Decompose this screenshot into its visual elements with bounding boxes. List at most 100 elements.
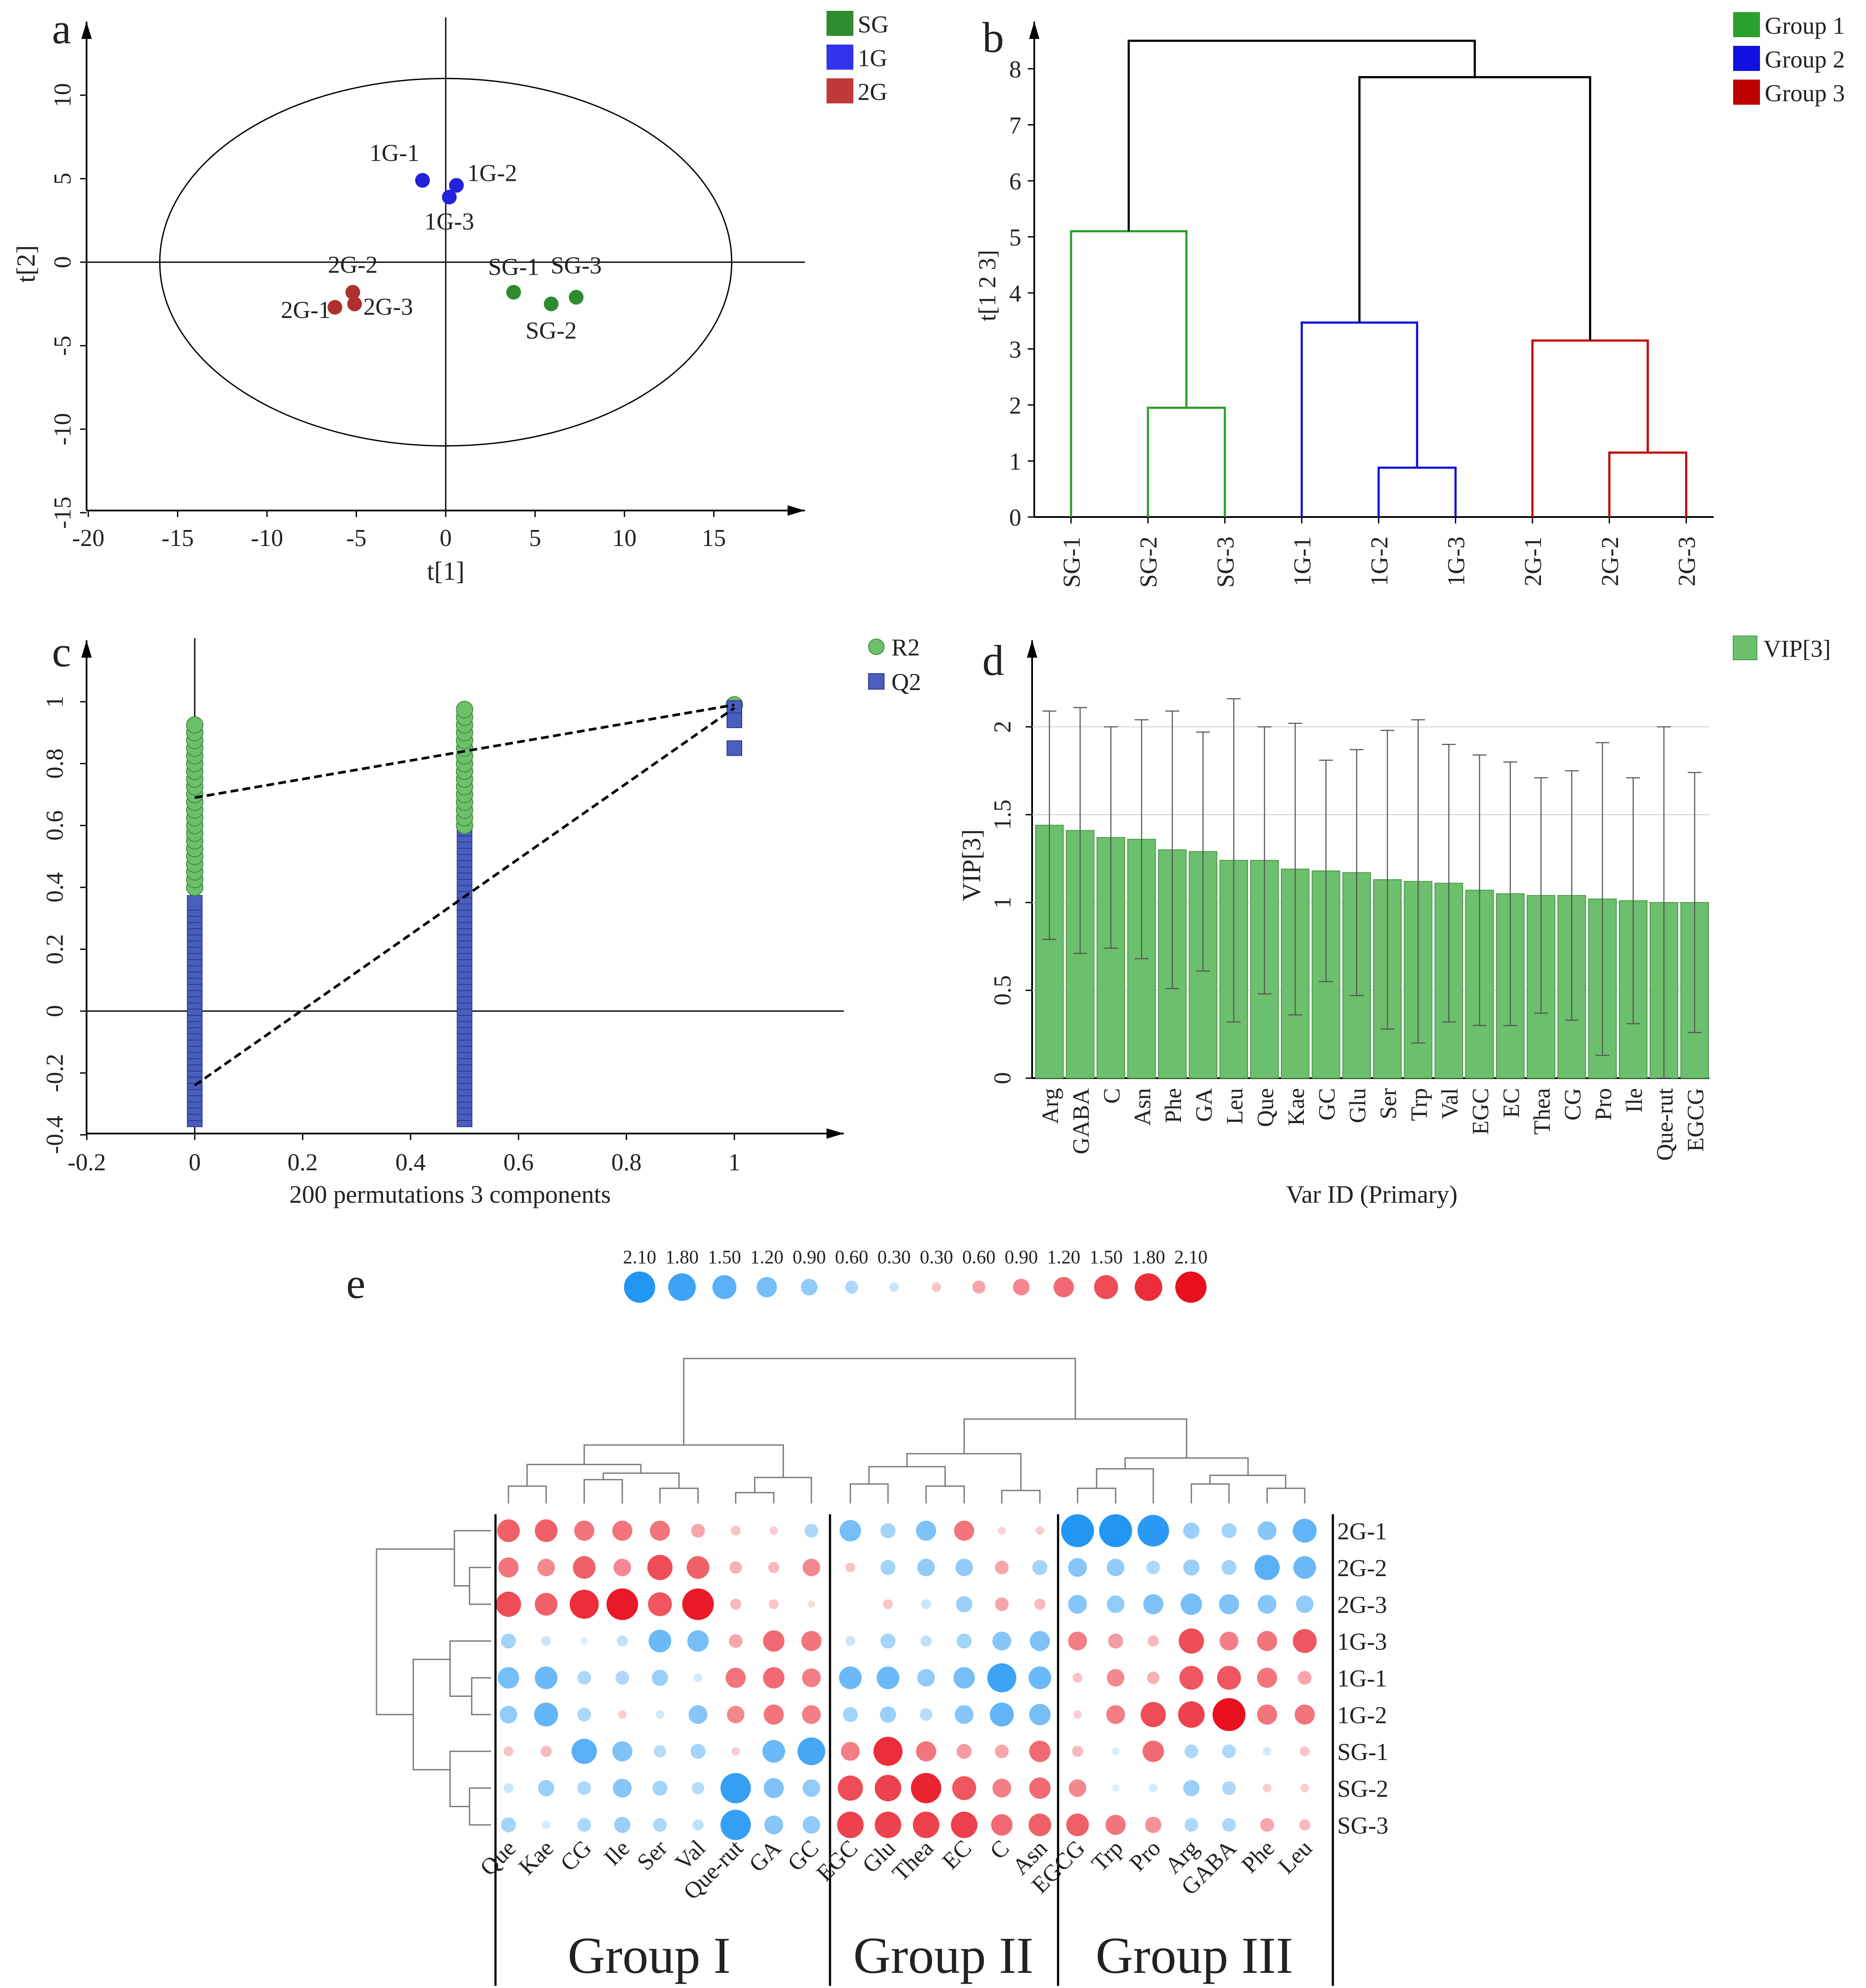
heatmap-bubble bbox=[875, 1811, 901, 1838]
heatmap-bubble bbox=[1112, 1747, 1120, 1755]
heatmap-bubble bbox=[1296, 1595, 1314, 1613]
heatmap-bubble bbox=[1260, 1818, 1274, 1832]
panel-label-a: a bbox=[52, 5, 71, 53]
point-label: 1G-2 bbox=[467, 160, 517, 186]
heatmap-bubble bbox=[1294, 1704, 1315, 1725]
heatmap-bubble bbox=[920, 1708, 933, 1721]
heatmap-bubble bbox=[1149, 1784, 1158, 1792]
heatmap-bubble bbox=[606, 1588, 638, 1620]
heatmap-bubble bbox=[801, 1631, 822, 1651]
heatmap-bubble bbox=[1221, 1560, 1237, 1575]
heatmap-bubble bbox=[1219, 1632, 1239, 1651]
y-axis-title: VIP[3] bbox=[957, 829, 986, 902]
column-dendrogram-link bbox=[1209, 1474, 1287, 1488]
legend-bubble bbox=[1175, 1271, 1207, 1303]
heatmap-bubble bbox=[730, 1599, 741, 1610]
legend-value-label: 2.10 bbox=[623, 1246, 656, 1268]
heatmap-bubble bbox=[1068, 1632, 1087, 1651]
legend-label: Group 1 bbox=[1765, 13, 1845, 39]
column-dendrogram-link bbox=[659, 1487, 699, 1503]
category-label: Ile bbox=[1621, 1088, 1647, 1113]
row-label: 2G-2 bbox=[1337, 1555, 1387, 1582]
column-label: Trp bbox=[1086, 1835, 1128, 1876]
heatmap-bubble bbox=[916, 1741, 936, 1762]
category-label: Ser bbox=[1375, 1088, 1401, 1119]
x-tick-label: 1 bbox=[728, 1149, 740, 1176]
x-tick-label: 10 bbox=[612, 525, 637, 552]
heatmap-bubble bbox=[880, 1560, 896, 1575]
heatmap-bubble bbox=[614, 1817, 631, 1833]
x-tick-label: -0.2 bbox=[68, 1149, 106, 1176]
row-dendrogram-link bbox=[376, 1548, 454, 1715]
heatmap-bubble bbox=[987, 1663, 1017, 1693]
x-axis-title: Var ID (Primary) bbox=[1286, 1180, 1457, 1208]
y-tick-label: -0.4 bbox=[42, 1116, 68, 1154]
y-tick-label: 1 bbox=[989, 896, 1016, 909]
category-label: Trp bbox=[1406, 1088, 1432, 1121]
heatmap-bubble bbox=[1299, 1819, 1310, 1831]
heatmap-bubble bbox=[687, 1630, 709, 1652]
heatmap-bubble bbox=[1222, 1781, 1236, 1795]
q2-marker bbox=[187, 895, 203, 911]
heatmap-bubble bbox=[1222, 1818, 1236, 1832]
heatmap-bubble bbox=[992, 1779, 1011, 1798]
legend-bubble bbox=[756, 1277, 777, 1297]
heatmap-bubble bbox=[647, 1554, 673, 1580]
heatmap-bubble bbox=[1183, 1559, 1200, 1576]
category-label: GC bbox=[1314, 1088, 1340, 1121]
heatmap-bubble bbox=[1179, 1666, 1203, 1690]
row-label: SG-3 bbox=[1337, 1812, 1388, 1839]
heatmap-bubble bbox=[1184, 1818, 1198, 1832]
legend-bubble bbox=[1013, 1278, 1030, 1296]
dendrogram-link bbox=[1127, 39, 1476, 231]
legend-label: 2G bbox=[858, 79, 887, 106]
dendrogram-link bbox=[1147, 406, 1226, 517]
panel-c-permutation-plot: -0.2 0 0.2 0.4 0.6 0.8 1-0.4-0.200.20.40.60.81… bbox=[42, 634, 921, 1208]
column-label: Ile bbox=[599, 1835, 635, 1871]
heatmap-bubble bbox=[612, 1741, 633, 1762]
heatmap-bubble bbox=[995, 1744, 1009, 1758]
heatmap-bubble bbox=[573, 1556, 596, 1579]
heatmap-bubble bbox=[1293, 1629, 1317, 1653]
heatmap-bubble bbox=[802, 1668, 821, 1687]
row-label: 1G-3 bbox=[1337, 1628, 1387, 1655]
category-label: GA bbox=[1191, 1088, 1217, 1122]
heatmap-bubble bbox=[1108, 1633, 1123, 1649]
y-tick-label: 5 bbox=[1009, 225, 1021, 251]
heatmap-bubble bbox=[1217, 1666, 1241, 1690]
column-dendrogram-link bbox=[735, 1492, 775, 1503]
score-point bbox=[544, 296, 559, 312]
category-label: CG bbox=[1560, 1088, 1586, 1121]
heatmap-bubble bbox=[880, 1633, 896, 1649]
heatmap-bubble bbox=[956, 1744, 972, 1759]
heatmap-bubble bbox=[569, 1590, 599, 1619]
column-dendrogram-link bbox=[508, 1485, 547, 1503]
heatmap-bubble bbox=[1221, 1523, 1237, 1538]
heatmap-bubble bbox=[769, 1599, 779, 1609]
panel-label-e: e bbox=[346, 1259, 365, 1307]
heatmap-bubble bbox=[497, 1519, 520, 1542]
row-dendrogram-link bbox=[449, 1640, 491, 1697]
heatmap-bubble bbox=[920, 1635, 932, 1647]
legend-bubble bbox=[801, 1278, 818, 1296]
legend-label: SG bbox=[858, 11, 889, 38]
heatmap-bubble bbox=[534, 1666, 558, 1689]
heatmap-bubble bbox=[763, 1778, 784, 1799]
legend-value-label: 1.50 bbox=[708, 1246, 741, 1268]
heatmap-bubble bbox=[682, 1588, 714, 1620]
y-axis-arrow bbox=[81, 22, 92, 39]
heatmap-bubble bbox=[1032, 1560, 1048, 1575]
category-label: EC bbox=[1498, 1088, 1524, 1118]
y-tick-label: 2 bbox=[1009, 392, 1021, 419]
heatmap-bubble bbox=[1028, 1666, 1052, 1689]
legend-label: Group 3 bbox=[1765, 80, 1845, 107]
heatmap-bubble bbox=[995, 1597, 1009, 1611]
column-dendrogram-link bbox=[849, 1483, 889, 1503]
heatmap-bubble bbox=[730, 1526, 741, 1536]
heatmap-bubble bbox=[725, 1667, 746, 1688]
r2-regression-line bbox=[194, 703, 735, 799]
heatmap-bubble bbox=[763, 1704, 784, 1725]
heatmap-bubble bbox=[1257, 1631, 1277, 1651]
score-point bbox=[442, 189, 457, 205]
heatmap-bubble bbox=[1107, 1558, 1125, 1577]
